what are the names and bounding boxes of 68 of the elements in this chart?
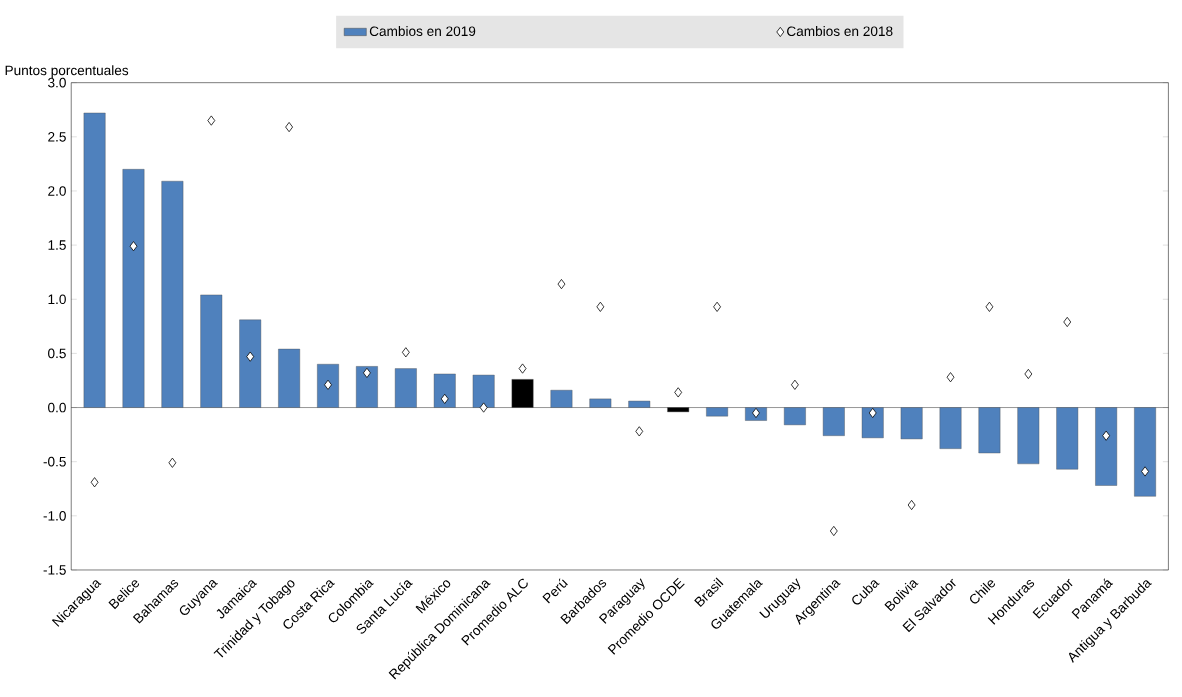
y-tick-label: 2.5 [48, 131, 66, 142]
bar [161, 180, 184, 408]
y-tick-label: 2.0 [48, 185, 66, 196]
point [1141, 466, 1149, 477]
bar [861, 407, 884, 438]
bar [278, 348, 301, 408]
point [90, 477, 99, 488]
bar [1095, 407, 1118, 486]
y-tick-label: -1.0 [43, 510, 66, 521]
point [985, 301, 994, 312]
bar [900, 407, 923, 439]
point [946, 371, 955, 383]
point [752, 407, 760, 418]
bar [978, 407, 1001, 454]
bar [200, 294, 223, 408]
point [596, 301, 605, 312]
point [1024, 368, 1033, 379]
point [829, 525, 838, 536]
bar [122, 168, 145, 408]
point [479, 402, 488, 413]
point [207, 115, 216, 126]
point [635, 426, 644, 437]
point [791, 379, 799, 390]
bar [1056, 407, 1079, 470]
point [440, 393, 449, 404]
y-tick-label: -1.5 [43, 565, 66, 575]
point [1063, 316, 1072, 327]
point [363, 367, 371, 378]
bar [822, 407, 845, 436]
bar [939, 407, 962, 449]
point [907, 499, 916, 510]
bar [83, 112, 106, 408]
bar [784, 407, 806, 425]
point [674, 387, 683, 398]
point [557, 278, 566, 289]
point [246, 351, 255, 362]
y-tick-label: 1.5 [48, 240, 66, 250]
bar [317, 363, 339, 408]
y-tick-label: 0.0 [48, 402, 66, 413]
point [285, 121, 294, 132]
bar [239, 319, 262, 408]
bar [706, 407, 728, 417]
bar [628, 400, 651, 408]
bar [550, 389, 573, 408]
bar [1017, 407, 1040, 464]
bar [667, 407, 690, 412]
y-tick-label: 0.5 [48, 348, 66, 359]
point [401, 347, 410, 358]
point [129, 240, 138, 252]
y-tick-label: 1.0 [48, 294, 66, 304]
point [713, 301, 721, 312]
bar [589, 398, 612, 408]
point [868, 407, 877, 418]
bar [394, 368, 417, 408]
bar [472, 374, 495, 408]
legend-label: Cambios en 2019 [369, 25, 476, 36]
point [518, 363, 527, 374]
y-tick-label: -0.5 [43, 456, 66, 467]
point [1102, 430, 1111, 441]
y-tick-label: 3.0 [48, 77, 66, 88]
bar [433, 373, 456, 408]
y-axis-title: Puntos porcentuales [5, 65, 129, 78]
point [168, 457, 177, 468]
legend-label: Cambios en 2018 [787, 25, 893, 36]
bar [1134, 407, 1156, 497]
point [324, 379, 332, 390]
bar [511, 379, 534, 408]
bar [356, 366, 378, 408]
